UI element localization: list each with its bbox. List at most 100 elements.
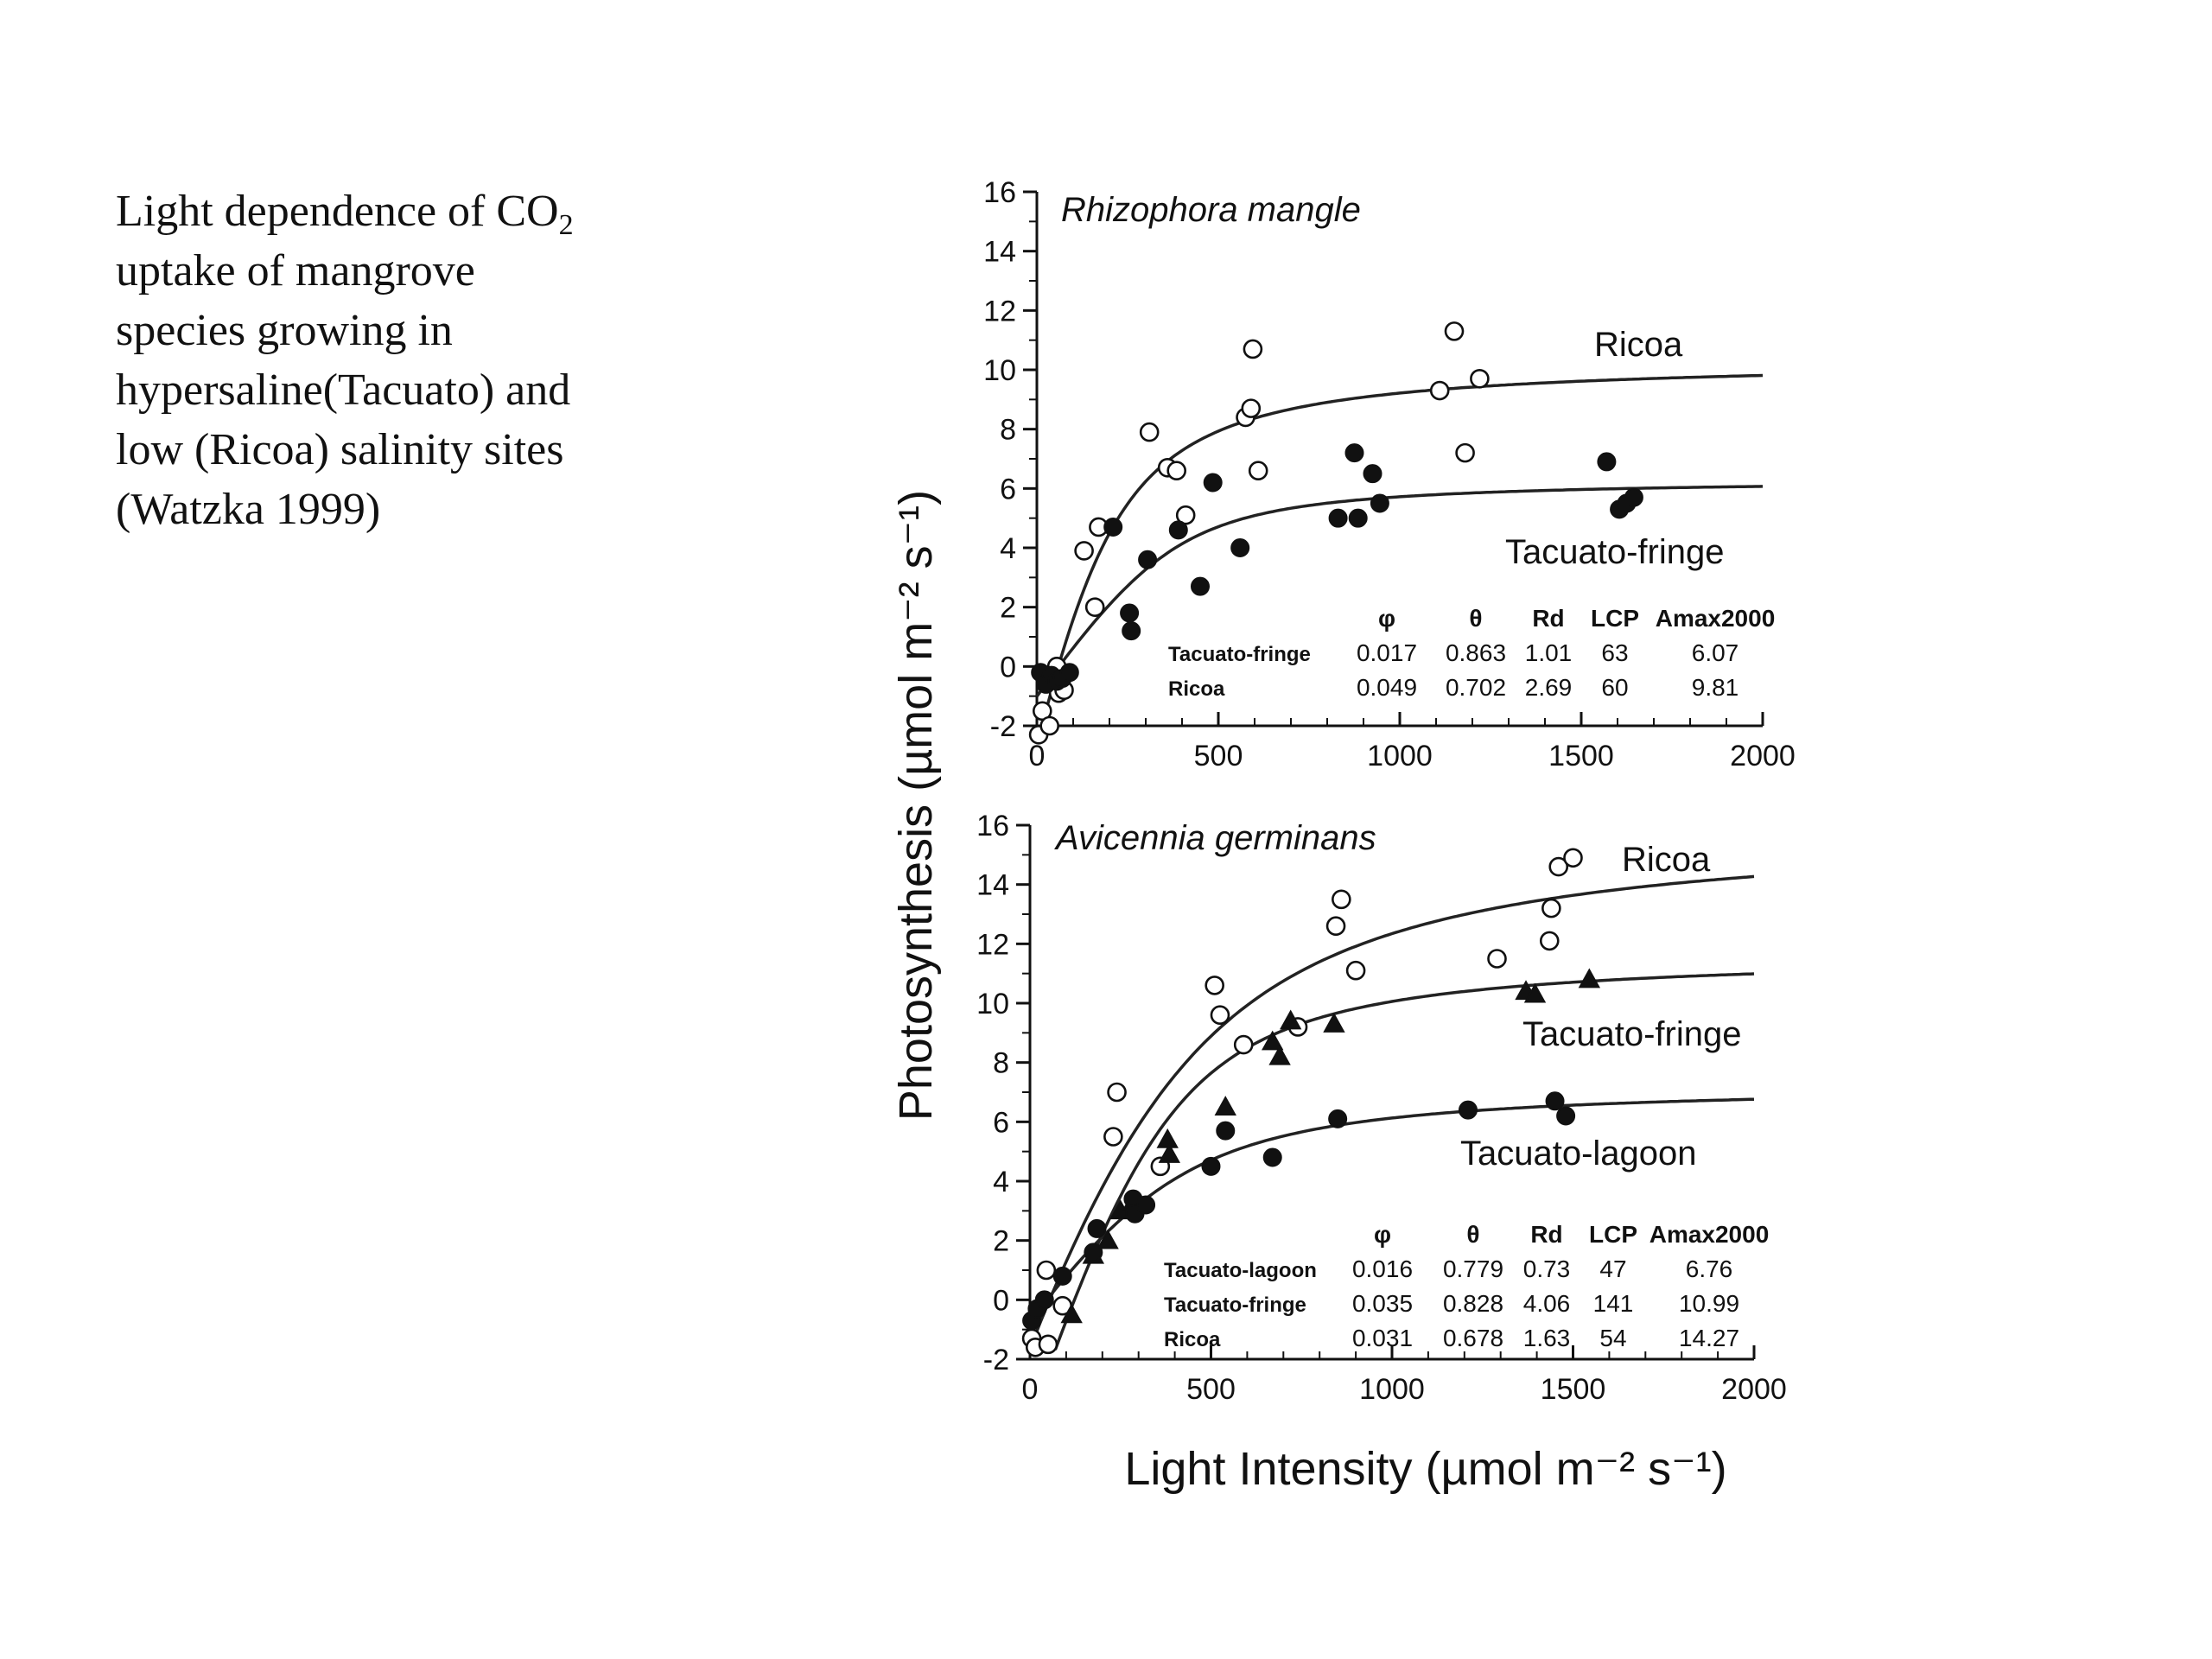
data-point-tacuato-lagoon [1262,1147,1282,1167]
data-point-ricoa [1470,368,1490,389]
caption-line-1: Light dependence of CO2 [116,187,574,241]
data-point-ricoa [1103,1127,1123,1147]
x-tick-label: 2000 [1721,1373,1787,1406]
caption-line-3: species growing in [116,306,453,355]
data-point-tacuato-lagoon [1136,1195,1156,1215]
y-tick-label: 2 [993,1225,1009,1258]
y-tick-label: 14 [976,869,1009,902]
table-row-label: Tacuato-fringe [1164,1294,1306,1317]
table-cell: 1.63 [1523,1325,1571,1351]
data-point-ricoa [1175,505,1196,525]
table-header: θ [1466,1221,1479,1248]
table-header: Rd [1532,605,1564,632]
table-cell: 6.07 [1692,639,1739,666]
x-tick-label: 500 [1194,740,1243,772]
table-cell: 9.81 [1692,674,1739,701]
table-header: Amax2000 [1656,605,1776,632]
table-cell: 6.76 [1686,1255,1733,1282]
data-point-tacuato-lagoon [1052,1266,1072,1286]
series-label: Ricoa [1622,841,1711,879]
data-point-tacuato-fringe [1120,603,1140,623]
data-point-tacuato-lagoon [1201,1156,1221,1176]
x-tick-label: 2000 [1730,740,1796,772]
data-point-tacuato-fringe [1059,663,1079,683]
table-header: LCP [1591,605,1639,632]
table-cell: 47 [1599,1255,1626,1282]
table-cell: 10.99 [1679,1290,1739,1317]
data-point-tacuato-lagoon [1328,1109,1348,1128]
table-cell: 0.678 [1443,1325,1503,1351]
data-point-tacuato-fringe [1156,1128,1179,1148]
y-tick-label: 10 [976,988,1009,1020]
data-point-ricoa [1429,380,1450,401]
table-cell: 0.73 [1523,1255,1571,1282]
table-header: φ [1374,1221,1391,1248]
data-point-tacuato-lagoon [1034,1290,1054,1310]
x-axis-label: Light Intensity (µmol m⁻² s⁻¹) [1124,1443,1726,1495]
data-point-ricoa [1455,442,1475,463]
panel-avicennia-germinans: -2 0 2 4 6 8 10 12 14 16 0 500 1000 1500 2000 Avicennia… [976,810,1787,1406]
table-header: φ [1378,605,1395,632]
data-point-ricoa [1084,597,1105,617]
data-point-tacuato-fringe [1096,1229,1119,1249]
data-point-tacuato-lagoon [1216,1121,1236,1141]
table-cell: 0.779 [1443,1255,1503,1282]
table-header: Amax2000 [1649,1221,1770,1248]
data-point-ricoa [1325,916,1346,937]
data-point-ricoa [1241,398,1262,418]
data-point-ricoa [1039,715,1059,736]
data-point-tacuato-fringe [1370,493,1389,513]
data-point-tacuato-fringe [1262,1030,1284,1051]
data-point-ricoa [1166,461,1186,481]
series-label: Ricoa [1594,326,1683,364]
table-header: Rd [1530,1221,1562,1248]
data-point-tacuato-fringe [1268,1045,1291,1065]
data-point-tacuato-fringe [1138,550,1158,569]
y-tick-label: 12 [976,928,1009,961]
y-tick-label: 0 [993,1284,1009,1317]
y-tick-label: 8 [993,1047,1009,1080]
data-point-tacuato-lagoon [1556,1106,1576,1126]
fit-curve-ricoa [1028,874,1755,1349]
table-cell: 0.035 [1352,1290,1413,1317]
fit-curve-tacuato-fringe [1035,485,1764,698]
y-tick-label: 6 [993,1106,1009,1139]
data-point-ricoa [1243,339,1263,359]
data-point-ricoa [1139,422,1160,442]
data-point-ricoa [1487,949,1507,969]
table-row-label: Ricoa [1168,677,1225,701]
data-point-tacuato-fringe [1279,1009,1302,1030]
data-point-ricoa [1548,856,1569,877]
table-header: LCP [1589,1221,1637,1248]
x-tick-label: 1500 [1541,1373,1606,1406]
data-point-tacuato-fringe [1103,517,1123,537]
y-axis-label: Photosynthesis (µmol m⁻² s⁻¹) [890,490,942,1121]
data-point-tacuato-lagoon [1545,1091,1565,1111]
table-cell: 63 [1601,639,1628,666]
panel-rhizophora-mangle: -2 0 2 4 6 8 10 12 14 16 0 500 1000 1500 2000 Rhizophor… [983,176,1796,772]
data-point-tacuato-fringe [1158,1143,1181,1163]
panel-title: Rhizophora mangle [1061,191,1361,229]
y-tick-label: 10 [983,354,1016,387]
table-cell: 54 [1599,1325,1626,1351]
data-point-tacuato-fringe [1523,982,1547,1003]
x-tick-label: 0 [1022,1373,1039,1406]
y-tick-label: 6 [1000,473,1016,505]
data-point-tacuato-fringe [1203,473,1223,493]
data-point-tacuato-fringe [1191,576,1210,596]
data-point-ricoa [1205,976,1224,995]
data-point-ricoa [1332,889,1351,910]
table-cell: 14.27 [1679,1325,1739,1351]
y-tick-label: 16 [976,810,1009,842]
data-point-tacuato-lagoon [1087,1218,1107,1238]
y-tick-label: 4 [993,1166,1009,1198]
data-point-ricoa [1107,1082,1127,1103]
data-point-tacuato-fringe [1363,464,1382,484]
data-point-ricoa [1036,1260,1057,1281]
data-point-tacuato-fringe [1597,452,1617,472]
data-point-ricoa [1233,1034,1254,1055]
y-tick-label: 8 [1000,414,1016,447]
data-point-tacuato-lagoon [1084,1243,1103,1262]
data-point-tacuato-fringe [1578,968,1601,988]
y-tick-label: 2 [1000,592,1016,625]
